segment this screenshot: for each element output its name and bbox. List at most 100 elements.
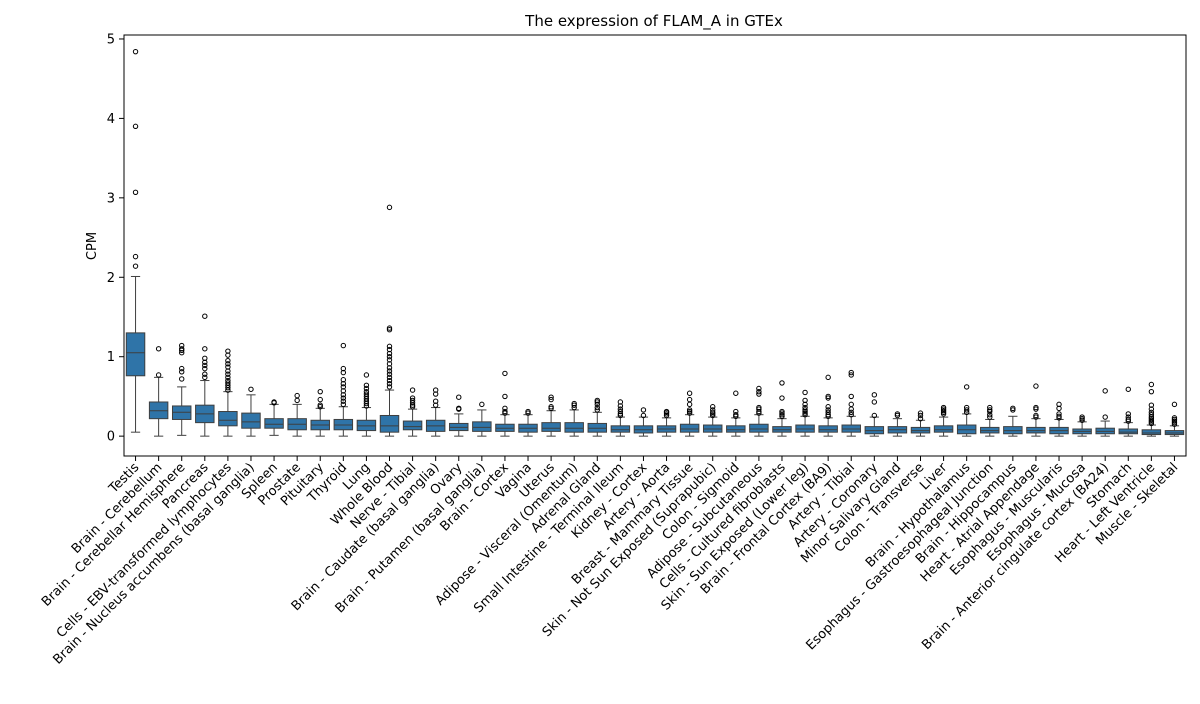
box-group [679,390,700,437]
outlier-point [386,325,393,331]
outlier-point [386,368,393,374]
outlier-point [456,405,462,412]
outlier-point [386,384,393,390]
outlier-point [386,357,393,363]
outlier-point [848,401,854,408]
box-group [171,342,192,436]
box-group [495,370,515,437]
outlier-point [917,415,924,422]
outlier-point [686,396,693,403]
outlier-point [363,372,370,378]
outlier-point [1125,386,1131,392]
outlier-point [871,412,878,419]
box [726,425,746,433]
outlier-point [871,392,878,398]
outlier-point [432,387,439,393]
outlier-point [848,372,854,378]
outlier-point [340,377,347,383]
outlier-point [1125,416,1131,423]
outlier-point [825,374,831,381]
box [679,423,700,433]
outlier-point [1056,411,1062,417]
box-group [726,390,746,437]
outlier-point [571,400,577,407]
outlier-point [363,391,370,397]
outlier-point [1171,401,1178,408]
outlier-point [710,412,716,419]
axes-frame [123,34,1187,457]
box [264,418,284,429]
box-group [1095,388,1115,437]
box-group [264,399,284,436]
outlier-point [617,399,624,405]
outlier-point [363,385,370,392]
box-group [425,387,446,437]
outlier-point [594,407,600,413]
box-group [1141,381,1162,437]
outlier-point [917,412,924,419]
outlier-point [225,348,231,354]
outlier-point [225,374,231,381]
outlier-point [432,398,439,404]
box-group [379,204,400,437]
outlier-point [340,384,347,390]
outlier-point [155,372,162,378]
outlier-point [779,395,785,401]
box-group [887,411,908,437]
box-group [195,313,215,437]
outlier-point [987,404,993,411]
box [933,425,954,433]
outlier-point [548,394,554,400]
outlier-point [640,412,647,419]
outlier-point [617,408,624,415]
outlier-point [386,374,393,381]
outlier-point [155,346,162,352]
outlier-point [132,253,139,260]
outlier-point [963,384,970,390]
outlier-point [179,346,185,352]
outlier-point [1033,412,1039,419]
outlier-point [825,404,831,410]
box-group [910,410,931,437]
outlier-point [802,389,808,396]
outlier-point [271,399,277,405]
box-group [564,400,584,437]
outlier-point [386,381,393,387]
outlier-point [317,404,323,410]
box-group [541,394,561,437]
box-group [610,399,631,437]
outlier-point [386,371,393,377]
box-group [818,374,838,437]
box-group [772,380,792,437]
outlier-point [733,408,739,415]
box-group [125,48,146,433]
y-axis-label: CPM [85,232,100,260]
box [379,414,400,433]
outlier-point [202,362,208,369]
y-axis: 0 1 2 3 4 5 [107,32,124,445]
outlier-point [779,411,785,418]
outlier-point [1079,414,1085,420]
outlier-point [710,404,716,410]
outlier-point [756,388,762,395]
outlier-point [317,388,323,395]
outlier-point [386,354,393,360]
outlier-point [756,406,762,412]
outlier-point [386,346,393,353]
outlier-point [363,388,370,395]
box-group [148,346,169,437]
box-group [864,392,885,437]
outlier-point [132,189,139,195]
outlier-point [848,409,854,416]
outlier-point [294,397,300,404]
outlier-point [710,407,716,413]
outlier-point [963,404,970,411]
box-group [980,404,1000,437]
outlier-point [317,402,323,408]
outlier-point [225,361,231,367]
outlier-point [1033,383,1039,389]
outlier-point [594,399,600,405]
box [610,425,631,433]
